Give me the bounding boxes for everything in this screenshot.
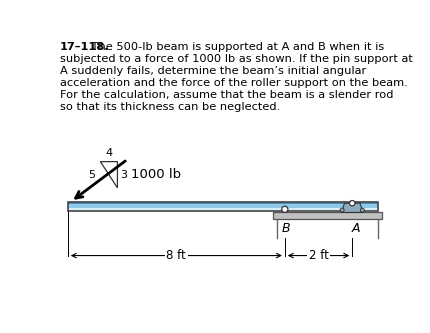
Text: so that its thickness can be neglected.: so that its thickness can be neglected. — [60, 102, 280, 112]
Circle shape — [281, 206, 287, 212]
Polygon shape — [341, 203, 362, 212]
Text: For the calculation, assume that the beam is a slender rod: For the calculation, assume that the bea… — [60, 90, 393, 100]
Text: 5: 5 — [88, 170, 95, 180]
Bar — [68, 202, 377, 204]
Bar — [68, 202, 377, 211]
Text: B: B — [281, 222, 290, 235]
Circle shape — [349, 200, 354, 206]
Bar — [273, 212, 381, 218]
Text: 1000 lb: 1000 lb — [131, 168, 181, 181]
Text: 3: 3 — [120, 170, 126, 180]
Text: acceleration and the force of the roller support on the beam.: acceleration and the force of the roller… — [60, 78, 407, 88]
Circle shape — [359, 208, 363, 212]
Text: 4: 4 — [105, 148, 112, 158]
Text: A suddenly fails, determine the beam’s initial angular: A suddenly fails, determine the beam’s i… — [60, 66, 365, 76]
Circle shape — [339, 208, 343, 212]
Text: subjected to a force of 1000 lb as shown. If the pin support at: subjected to a force of 1000 lb as shown… — [60, 54, 412, 64]
Bar — [68, 208, 377, 211]
Bar — [68, 204, 377, 208]
Text: 17–118.: 17–118. — [60, 42, 110, 52]
Text: The 500-lb beam is supported at A and B when it is: The 500-lb beam is supported at A and B … — [88, 42, 383, 52]
Text: 2 ft: 2 ft — [308, 249, 328, 262]
Text: A: A — [351, 222, 359, 235]
Text: 8 ft: 8 ft — [166, 249, 186, 262]
